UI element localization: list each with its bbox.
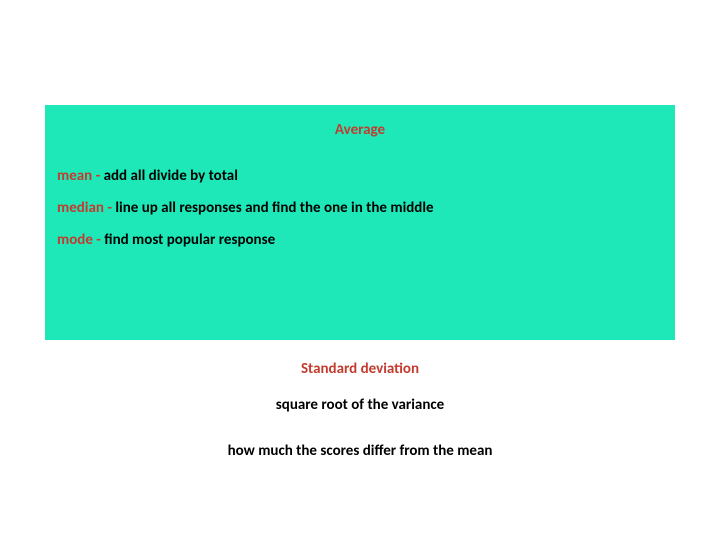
sep: - [92, 167, 103, 185]
sd-line-2: how much the scores differ from the mean [45, 442, 675, 460]
standard-deviation-section: Standard deviation square root of the va… [45, 360, 675, 488]
term-mean: mean [57, 167, 92, 185]
definition-median: line up all responses and find the one i… [115, 199, 433, 217]
definition-mean: add all divide by total [104, 167, 238, 185]
sep: - [93, 231, 104, 249]
slide: Average mean - add all divide by total m… [0, 0, 720, 540]
definition-row: median - line up all responses and find … [57, 199, 663, 217]
average-box: Average mean - add all divide by total m… [45, 105, 675, 340]
sd-title: Standard deviation [45, 360, 675, 378]
sep: - [104, 199, 115, 217]
definition-row: mean - add all divide by total [57, 167, 663, 185]
sd-line-1: square root of the variance [45, 396, 675, 414]
term-mode: mode [57, 231, 93, 249]
definition-row: mode - find most popular response [57, 231, 663, 249]
definition-mode: find most popular response [104, 231, 275, 249]
average-title: Average [57, 121, 663, 139]
term-median: median [57, 199, 104, 217]
